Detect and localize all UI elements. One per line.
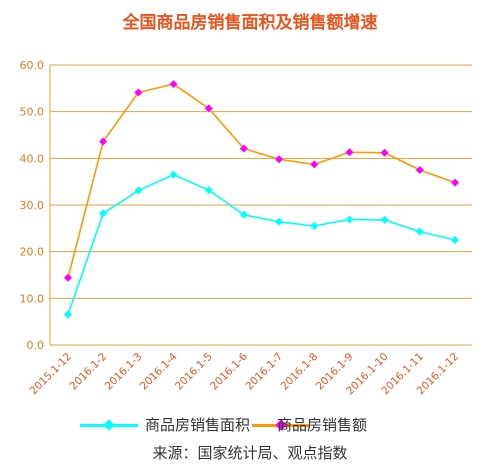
y-tick-label: 30.0: [20, 199, 45, 212]
y-tick-label: 10.0: [20, 292, 45, 305]
x-tick-label: 2016.1-5: [173, 351, 215, 393]
data-point-area: [415, 227, 424, 236]
legend-marker-area: [103, 419, 115, 431]
legend-label-area: 商品房销售面积: [145, 416, 251, 434]
data-point-sales: [451, 178, 459, 187]
data-point-sales: [239, 144, 248, 153]
data-point-sales: [345, 148, 354, 157]
data-point-sales: [204, 104, 213, 113]
data-point-area: [380, 215, 389, 224]
y-tick-label: 40.0: [20, 152, 45, 165]
data-point-sales: [415, 166, 424, 174]
x-tick-label: 2016.1-3: [103, 351, 145, 393]
y-tick-label: 0.0: [27, 339, 45, 352]
legend-label-sales: 商品房销售额: [277, 416, 368, 434]
data-point-area: [239, 210, 248, 219]
x-axis-ticks: 2015.1-122016.1-22016.1-32016.1-42016.1-…: [28, 350, 462, 397]
y-tick-label: 20.0: [20, 246, 45, 259]
data-point-area: [451, 236, 459, 244]
series-lines: [64, 80, 459, 319]
chart-plot: 0.010.020.030.040.050.060.0 2015.1-12201…: [20, 59, 472, 397]
data-point-area: [64, 310, 72, 319]
y-tick-label: 60.0: [20, 59, 45, 72]
series-line-area: [67, 173, 456, 315]
x-tick-label: 2016.1-2: [67, 351, 109, 393]
data-point-area: [99, 209, 108, 218]
y-axis-ticks: 0.0 10.0 20.0 30.0 40.0 50.0 60.0: [20, 59, 45, 352]
data-point-area: [204, 186, 213, 195]
y-tick-label: 50.0: [20, 106, 45, 119]
source-note: 来源：国家统计局、观点指数: [152, 444, 348, 462]
data-point-area: [310, 222, 319, 230]
x-tick-label: 2016.1-8: [279, 351, 321, 393]
chart-title: 全国商品房销售面积及销售额增速: [122, 13, 378, 33]
data-point-sales: [310, 160, 319, 169]
data-point-area: [134, 186, 143, 195]
data-point-sales: [169, 80, 178, 89]
x-tick-label: 2015.1-12: [28, 351, 75, 398]
x-tick-label: 2016.1-4: [138, 350, 180, 392]
data-point-sales: [134, 88, 143, 97]
data-point-area: [275, 217, 284, 226]
x-tick-label: 2016.1-7: [243, 351, 285, 393]
data-point-sales: [99, 137, 108, 146]
series-line-sales: [67, 83, 456, 278]
x-tick-label: 2016.1-6: [208, 350, 250, 392]
data-point-sales: [64, 273, 72, 282]
data-point-sales: [380, 148, 389, 157]
data-point-area: [345, 215, 354, 224]
grid-lines: [49, 64, 472, 346]
data-point-area: [169, 170, 178, 179]
legend: 商品房销售面积 商品房销售额: [0, 414, 500, 436]
data-point-sales: [275, 155, 284, 164]
